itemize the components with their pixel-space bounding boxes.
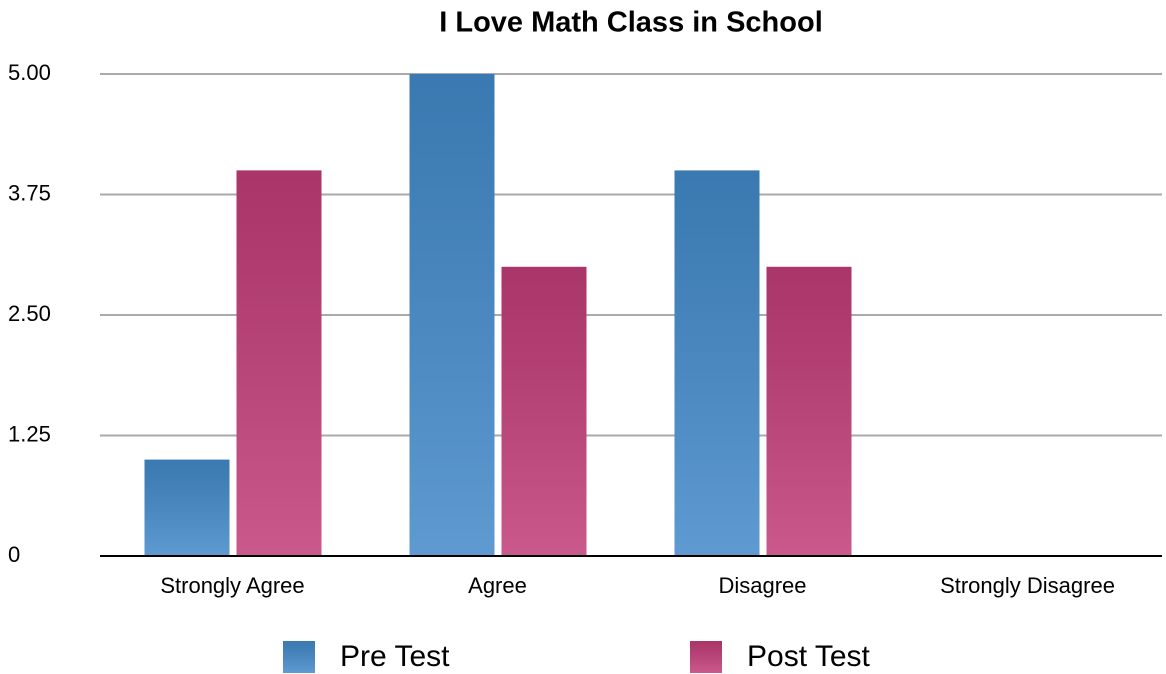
bar-shade	[409, 74, 495, 556]
bar-shade	[144, 459, 230, 556]
x-tick-label: Strongly Agree	[160, 573, 304, 598]
legend-label: Pre Test	[340, 640, 450, 673]
y-tick-label: 0	[8, 542, 20, 567]
x-tick-label: Strongly Disagree	[940, 573, 1115, 598]
bar-shade	[674, 170, 760, 556]
y-tick-label: 1.25	[8, 421, 51, 446]
x-tick-label: Disagree	[718, 573, 806, 598]
bar-shade	[766, 266, 852, 556]
legend-swatch-shade	[690, 641, 722, 673]
y-tick-label: 2.50	[8, 301, 51, 326]
x-tick-label: Agree	[468, 573, 527, 598]
legend-swatch-shade	[283, 641, 315, 673]
y-tick-label: 3.75	[8, 180, 51, 205]
y-tick-label: 5.00	[8, 60, 51, 85]
bar-shade	[501, 266, 587, 556]
bar-shade	[236, 170, 322, 556]
chart-title: I Love Math Class in School	[439, 7, 823, 39]
legend-label: Post Test	[747, 640, 871, 673]
